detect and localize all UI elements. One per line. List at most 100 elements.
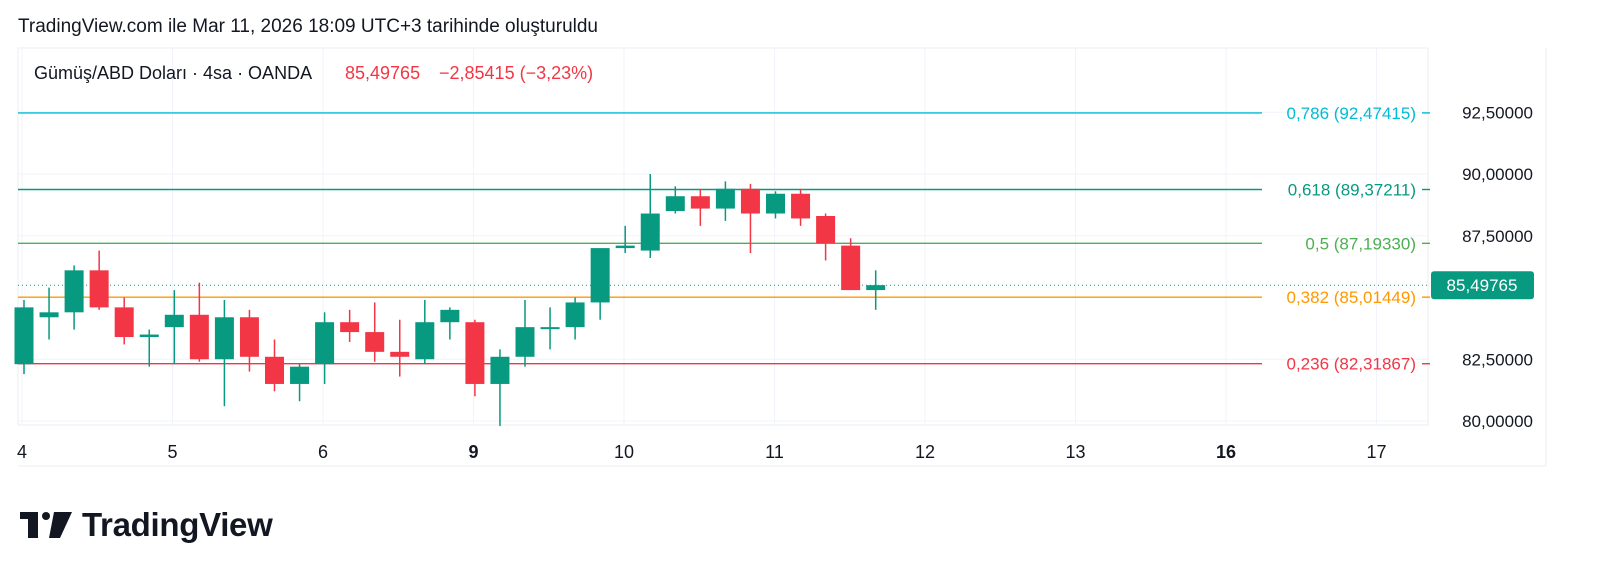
fib-level-label: 0,786 (92,47415) (1287, 104, 1417, 123)
y-tick-label: 90,00000 (1462, 165, 1533, 184)
plot-frame (17, 47, 1429, 426)
candle (340, 309, 360, 342)
last-price-legend: 85,49765 (345, 63, 420, 83)
candle-body (340, 322, 360, 333)
candle (515, 299, 535, 367)
x-tick-label: 9 (468, 442, 478, 462)
candle (640, 174, 660, 258)
candle-body (816, 215, 836, 244)
candle-body (189, 314, 209, 360)
candle (540, 307, 560, 350)
candle (490, 349, 510, 426)
candle-body (866, 285, 886, 291)
fib-level-label: 0,618 (89,37211) (1288, 181, 1416, 200)
candlestick-chart[interactable]: 0,786 (92,47415) 0,618 (89,37211) 0,5 (87,… (0, 0, 1600, 475)
symbol-legend: Gümüş/ABD Doları · 4sa · OANDA (34, 63, 312, 83)
candles (14, 174, 886, 426)
x-tick-label: 5 (167, 442, 177, 462)
candle-body (490, 356, 510, 384)
candle (766, 191, 785, 219)
candle-body (14, 307, 34, 365)
tradingview-logo-icon (20, 512, 72, 538)
candle (791, 188, 811, 226)
candle-body (114, 307, 134, 338)
fib-level-label: 0,5 (87,19330) (1305, 234, 1416, 253)
candle-body (440, 309, 460, 323)
candle-body (640, 213, 660, 251)
y-tick-label: 87,50000 (1462, 227, 1533, 246)
candle-body (715, 188, 735, 209)
candle (139, 329, 159, 367)
candle-body (265, 356, 284, 384)
candle (164, 290, 184, 365)
x-tick-label: 16 (1216, 442, 1236, 462)
candle-body (139, 334, 159, 338)
candle-body (39, 312, 59, 318)
candle (690, 188, 710, 226)
candle (665, 186, 685, 214)
candle (64, 265, 84, 330)
candle-body (791, 193, 811, 219)
candle-body (239, 317, 259, 357)
candle (866, 270, 886, 310)
y-tick-label: 80,00000 (1462, 412, 1533, 431)
candle (265, 339, 284, 392)
price-change-legend: −2,85415 (−3,23%) (439, 63, 593, 83)
candle (740, 183, 760, 254)
candle (315, 312, 335, 384)
candle-body (766, 193, 785, 214)
candle-body (365, 332, 385, 352)
candle-body (841, 245, 861, 291)
candle (114, 297, 134, 345)
candle-body (540, 327, 560, 330)
candle-body (89, 270, 109, 308)
candle (590, 248, 610, 320)
candle (841, 238, 861, 291)
candle-body (164, 314, 184, 328)
candle-body (290, 366, 310, 384)
candle-body (214, 317, 234, 360)
last-price-badge-bg (1431, 271, 1534, 300)
fib-level-label: 0,236 (82,31867) (1287, 355, 1417, 374)
x-tick-label: 17 (1366, 442, 1386, 462)
candle-body (415, 322, 435, 360)
tradingview-logo-text: TradingView (82, 506, 273, 543)
candle (465, 319, 485, 397)
x-tick-label: 13 (1065, 442, 1085, 462)
candle (565, 297, 585, 340)
candle-body (590, 248, 610, 303)
x-tick-label: 12 (915, 442, 935, 462)
candle (189, 282, 209, 362)
fibonacci-retracement[interactable]: 0,786 (92,47415) 0,618 (89,37211) 0,5 (87,… (18, 104, 1430, 374)
x-tick-label: 4 (17, 442, 27, 462)
last-price-badge: 85,49765 (1431, 271, 1534, 300)
candle-body (565, 302, 585, 328)
last-price-badge-label: 85,49765 (1447, 276, 1518, 295)
candle (816, 213, 836, 261)
candle (14, 299, 34, 375)
candle-body (390, 351, 410, 357)
candle (440, 307, 460, 340)
candle-body (740, 188, 760, 214)
candle-body (665, 196, 685, 212)
y-tick-label: 82,50000 (1462, 350, 1533, 369)
candle (365, 302, 385, 362)
candle-body (64, 270, 84, 313)
y-tick-label: 92,50000 (1462, 103, 1533, 122)
chart-legend: Gümüş/ABD Doları · 4sa · OANDA 85,49765 … (34, 63, 593, 83)
x-tick-label: 6 (318, 442, 328, 462)
candle-body (515, 327, 535, 357)
candle-body (690, 196, 710, 209)
x-tick-label: 11 (765, 442, 784, 462)
candle (390, 319, 410, 377)
candle-body (315, 322, 335, 365)
candle (239, 309, 259, 372)
candle (615, 225, 635, 254)
tradingview-logo: TradingView (20, 506, 273, 544)
candle-body (615, 245, 635, 249)
candle (715, 181, 735, 221)
candle (214, 299, 234, 407)
fib-level-label: 0,382 (85,01449) (1287, 288, 1417, 307)
candle (39, 287, 59, 340)
candle-body (465, 322, 485, 384)
